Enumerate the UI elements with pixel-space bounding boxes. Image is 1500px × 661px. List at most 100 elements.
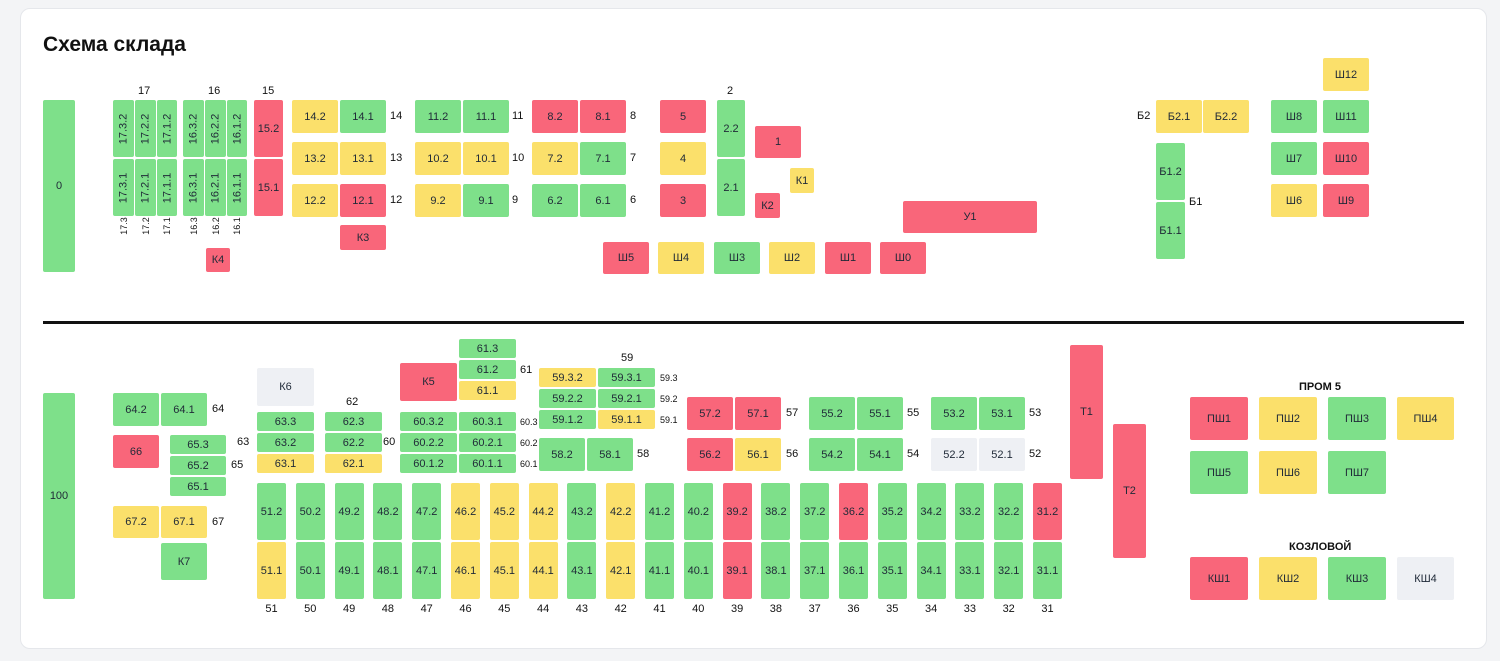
cell-46-2[interactable]: 46.2 (451, 483, 480, 540)
cell-sh11[interactable]: Ш11 (1323, 100, 1369, 133)
cell-psh5[interactable]: ПШ5 (1190, 451, 1248, 494)
cell-67-2[interactable]: 67.2 (113, 506, 159, 538)
cell-46-1[interactable]: 46.1 (451, 542, 480, 599)
cell-35-2[interactable]: 35.2 (877, 483, 907, 540)
cell-54-1[interactable]: 54.1 (857, 438, 903, 471)
cell-65-1[interactable]: 65.1 (170, 477, 226, 496)
cell-33-1[interactable]: 33.1 (955, 542, 985, 599)
cell-psh2[interactable]: ПШ2 (1259, 397, 1317, 440)
cell-51-2[interactable]: 51.2 (257, 483, 286, 540)
cell-39-1[interactable]: 39.1 (722, 542, 752, 599)
cell-58-1[interactable]: 58.1 (587, 438, 633, 471)
cell-59-3-1[interactable]: 59.3.1 (598, 368, 655, 387)
cell-11-2[interactable]: 11.2 (415, 100, 461, 133)
cell-61-1[interactable]: 61.1 (459, 381, 516, 400)
cell-17-1-2[interactable]: 17.1.2 (157, 100, 177, 157)
cell-k2[interactable]: К2 (755, 193, 780, 218)
cell-40-1[interactable]: 40.1 (683, 542, 713, 599)
cell-b1-2[interactable]: Б1.2 (1156, 143, 1185, 200)
cell-55-2[interactable]: 55.2 (809, 397, 855, 430)
cell-55-1[interactable]: 55.1 (857, 397, 903, 430)
cell-14-2[interactable]: 14.2 (292, 100, 338, 133)
cell-59-2-2[interactable]: 59.2.2 (539, 389, 596, 408)
cell-sh6[interactable]: Ш6 (1271, 184, 1317, 217)
cell-31-2[interactable]: 31.2 (1033, 483, 1062, 540)
cell-b2-1[interactable]: Б2.1 (1156, 100, 1202, 133)
cell-1[interactable]: 1 (755, 126, 801, 158)
cell-32-2[interactable]: 32.2 (994, 483, 1024, 540)
cell-10-2[interactable]: 10.2 (415, 142, 461, 175)
cell-sh4[interactable]: Ш4 (658, 242, 704, 274)
cell-k3[interactable]: К3 (340, 225, 386, 250)
cell-60-1-2[interactable]: 60.1.2 (400, 454, 457, 473)
cell-psh1[interactable]: ПШ1 (1190, 397, 1248, 440)
cell-k4[interactable]: К4 (206, 248, 230, 272)
cell-34-1[interactable]: 34.1 (916, 542, 946, 599)
cell-13-2[interactable]: 13.2 (292, 142, 338, 175)
cell-u1[interactable]: У1 (903, 201, 1037, 233)
cell-52-1[interactable]: 52.1 (979, 438, 1025, 471)
cell-40-2[interactable]: 40.2 (683, 483, 713, 540)
cell-14-1[interactable]: 14.1 (340, 100, 386, 133)
cell-37-1[interactable]: 37.1 (800, 542, 830, 599)
cell-43-1[interactable]: 43.1 (567, 542, 597, 599)
cell-sh0[interactable]: Ш0 (880, 242, 926, 274)
cell-43-2[interactable]: 43.2 (567, 483, 597, 540)
cell-60-2-1[interactable]: 60.2.1 (459, 433, 516, 452)
cell-8-1[interactable]: 8.1 (580, 100, 626, 133)
cell-16-1-2[interactable]: 16.1.2 (227, 100, 247, 157)
cell-41-1[interactable]: 41.1 (645, 542, 674, 599)
cell-b2-2[interactable]: Б2.2 (1203, 100, 1249, 133)
cell-64-2[interactable]: 64.2 (113, 393, 159, 426)
cell-4[interactable]: 4 (660, 142, 706, 175)
cell-60-2-2[interactable]: 60.2.2 (400, 433, 457, 452)
cell-ksh1[interactable]: КШ1 (1190, 557, 1248, 600)
cell-37-2[interactable]: 37.2 (800, 483, 830, 540)
cell-65-2[interactable]: 65.2 (170, 456, 226, 475)
cell-49-2[interactable]: 49.2 (334, 483, 364, 540)
cell-67-1[interactable]: 67.1 (161, 506, 207, 538)
cell-9-2[interactable]: 9.2 (415, 184, 461, 217)
cell-48-2[interactable]: 48.2 (373, 483, 403, 540)
cell-44-2[interactable]: 44.2 (528, 483, 558, 540)
cell-65-3[interactable]: 65.3 (170, 435, 226, 454)
cell-34-2[interactable]: 34.2 (916, 483, 946, 540)
cell-17-2-1[interactable]: 17.2.1 (135, 159, 156, 216)
cell-48-1[interactable]: 48.1 (373, 542, 403, 599)
cell-39-2[interactable]: 39.2 (722, 483, 752, 540)
cell-17-3-1[interactable]: 17.3.1 (113, 159, 134, 216)
cell-59-1-1[interactable]: 59.1.1 (598, 410, 655, 429)
cell-44-1[interactable]: 44.1 (528, 542, 558, 599)
cell-64-1[interactable]: 64.1 (161, 393, 207, 426)
cell-53-1[interactable]: 53.1 (979, 397, 1025, 430)
cell-psh4[interactable]: ПШ4 (1397, 397, 1454, 440)
cell-sh5[interactable]: Ш5 (603, 242, 649, 274)
cell-5[interactable]: 5 (660, 100, 706, 133)
cell-41-2[interactable]: 41.2 (645, 483, 674, 540)
cell-7-2[interactable]: 7.2 (532, 142, 578, 175)
cell-38-1[interactable]: 38.1 (761, 542, 791, 599)
cell-k6[interactable]: К6 (257, 368, 314, 406)
cell-psh3[interactable]: ПШ3 (1328, 397, 1386, 440)
cell-11-1[interactable]: 11.1 (463, 100, 509, 133)
cell-sh3[interactable]: Ш3 (714, 242, 760, 274)
cell-9-1[interactable]: 9.1 (463, 184, 509, 217)
cell-16-3-2[interactable]: 16.3.2 (183, 100, 204, 157)
cell-6-1[interactable]: 6.1 (580, 184, 626, 217)
cell-60-3-1[interactable]: 60.3.1 (459, 412, 516, 431)
cell-7-1[interactable]: 7.1 (580, 142, 626, 175)
cell-33-2[interactable]: 33.2 (955, 483, 985, 540)
cell-16-3-1[interactable]: 16.3.1 (183, 159, 204, 216)
cell-ksh3[interactable]: КШ3 (1328, 557, 1386, 600)
cell-32-1[interactable]: 32.1 (994, 542, 1024, 599)
cell-59-3-2[interactable]: 59.3.2 (539, 368, 596, 387)
cell-2-2[interactable]: 2.2 (717, 100, 745, 157)
cell-psh6[interactable]: ПШ6 (1259, 451, 1317, 494)
cell-15-2[interactable]: 15.2 (254, 100, 283, 157)
cell-100[interactable]: 100 (43, 393, 75, 599)
cell-17-3-2[interactable]: 17.3.2 (113, 100, 134, 157)
cell-16-1-1[interactable]: 16.1.1 (227, 159, 247, 216)
cell-50-1[interactable]: 50.1 (295, 542, 325, 599)
cell-sh10[interactable]: Ш10 (1323, 142, 1369, 175)
cell-47-2[interactable]: 47.2 (412, 483, 442, 540)
